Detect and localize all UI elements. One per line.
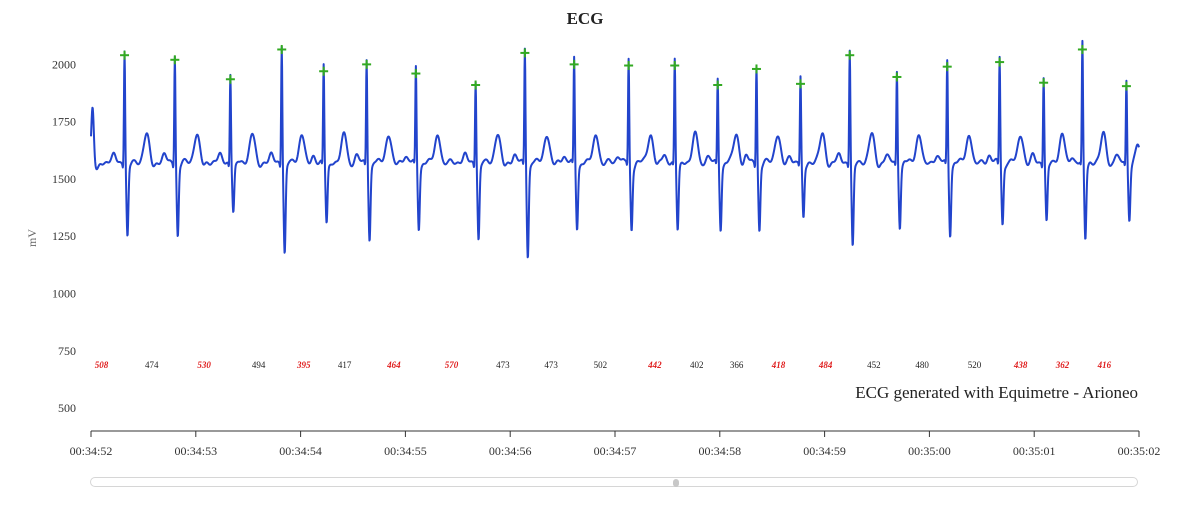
- rr-interval-label: 530: [197, 360, 211, 370]
- r-peak-marker: [670, 61, 680, 71]
- chart-title: ECG: [567, 9, 604, 28]
- y-tick-label: 750: [58, 344, 76, 358]
- r-peak-marker: [795, 79, 805, 89]
- rr-interval-label: 474: [145, 360, 159, 370]
- x-tick-label: 00:35:02: [1118, 444, 1161, 458]
- rr-interval-label: 442: [647, 360, 662, 370]
- r-peak-marker: [624, 61, 634, 71]
- rr-interval-label: 502: [594, 360, 608, 370]
- x-tick-label: 00:34:53: [174, 444, 217, 458]
- y-tick-label: 1000: [52, 287, 76, 301]
- credit-annotation: ECG generated with Equimetre - Arioneo: [855, 383, 1138, 402]
- x-axis: 00:34:52 00:34:53 00:34:54 00:34:55 00:34:56…: [70, 430, 1161, 458]
- x-tick-label: 00:34:55: [384, 444, 427, 458]
- y-tick-label: 1500: [52, 172, 76, 186]
- rr-interval-label: 508: [95, 360, 109, 370]
- rr-interval-label: 402: [690, 360, 704, 370]
- x-tick-label: 00:35:01: [1013, 444, 1056, 458]
- rr-interval-label: 473: [496, 360, 510, 370]
- x-tick-label: 00:34:59: [803, 444, 846, 458]
- rr-interval-label: 417: [338, 360, 352, 370]
- y-axis-label: mV: [25, 229, 39, 247]
- rr-interval-label: 494: [252, 360, 266, 370]
- rr-interval-label: 395: [296, 360, 311, 370]
- rr-interval-label: 452: [867, 360, 881, 370]
- r-peak-marker: [713, 80, 723, 90]
- r-peak-marker: [1121, 81, 1131, 91]
- rr-interval-label: 438: [1013, 360, 1028, 370]
- rr-interval-label: 570: [445, 360, 459, 370]
- r-peak-marker: [471, 80, 481, 90]
- rr-interval-label: 520: [968, 360, 982, 370]
- y-tick-label: 1750: [52, 115, 76, 129]
- rr-interval-labels: 508 474 530 494 395 417 464 570 473 473 502 442 402 3…: [95, 360, 1112, 370]
- r-peak-marker: [892, 72, 902, 82]
- x-tick-label: 00:35:00: [908, 444, 951, 458]
- time-scrollbar[interactable]: [90, 477, 1138, 487]
- y-tick-label: 500: [58, 401, 76, 415]
- r-peak-marker: [411, 69, 421, 79]
- r-peak-marker: [751, 64, 761, 74]
- r-peak-marker: [1039, 78, 1049, 88]
- r-peak-marker: [845, 50, 855, 60]
- r-peak-marker: [520, 48, 530, 58]
- ecg-signal-line: [90, 39, 1140, 259]
- rr-interval-label: 416: [1097, 360, 1112, 370]
- rr-interval-label: 484: [818, 360, 833, 370]
- y-tick-label: 2000: [52, 57, 76, 71]
- x-tick-label: 00:34:54: [279, 444, 322, 458]
- x-tick-label: 00:34:57: [594, 444, 637, 458]
- rr-interval-label: 464: [386, 360, 401, 370]
- r-peak-marker: [942, 62, 952, 72]
- r-peak-marker: [120, 50, 130, 60]
- r-peak-marker: [319, 66, 329, 76]
- plot-area: [90, 39, 1140, 259]
- x-tick-label: 00:34:56: [489, 444, 532, 458]
- r-peak-marker: [362, 59, 372, 69]
- rr-interval-label: 362: [1055, 360, 1070, 370]
- y-axis: 500 750 1000 1250 1500 1750 2000: [52, 57, 76, 415]
- r-peak-marker: [277, 44, 287, 54]
- r-peak-marker: [1077, 44, 1087, 54]
- rr-interval-label: 418: [771, 360, 786, 370]
- rr-interval-label: 473: [544, 360, 558, 370]
- r-peak-marker: [995, 57, 1005, 67]
- rr-interval-label: 366: [730, 360, 744, 370]
- r-peak-marker: [225, 74, 235, 84]
- y-tick-label: 1250: [52, 229, 76, 243]
- x-tick-label: 00:34:52: [70, 444, 113, 458]
- x-tick-label: 00:34:58: [698, 444, 741, 458]
- r-peak-marker: [569, 59, 579, 69]
- rr-interval-label: 480: [915, 360, 929, 370]
- r-peak-marker: [170, 55, 180, 65]
- scrollbar-thumb[interactable]: [673, 479, 679, 487]
